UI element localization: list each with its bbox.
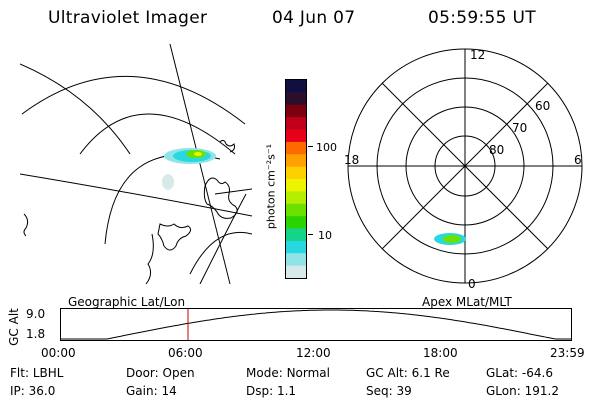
- status-mode: Mode: Normal: [246, 366, 330, 380]
- colorbar-band: [286, 179, 306, 192]
- status-gc-alt: GC Alt: 6.1 Re: [366, 366, 450, 380]
- lat-arc: [199, 193, 247, 284]
- alt-tick-1-8: 1.8: [26, 327, 46, 341]
- lon-line: [20, 173, 252, 217]
- aurora-emission: [434, 233, 466, 245]
- lon-line: [214, 188, 252, 195]
- time-tick-0000: 00:00: [41, 346, 76, 360]
- status-glon: GLon: 191.2: [486, 384, 559, 398]
- hour-label-0: 0: [468, 277, 476, 291]
- geographic-map: [20, 44, 252, 284]
- colorbar-tick-10: 10: [318, 229, 332, 242]
- altitude-plot-frame: [60, 308, 572, 341]
- altitude-curve: [60, 309, 572, 340]
- lon-line: [169, 44, 231, 284]
- status-flt: Flt: LBHL: [10, 366, 64, 380]
- polar-plot: 12 18 6 0 60 70 80: [344, 48, 583, 291]
- colorbar-band: [286, 104, 306, 118]
- lat-label-70: 70: [512, 121, 527, 135]
- aurora-emission: [162, 148, 216, 190]
- colorbar-band: [286, 117, 306, 131]
- colorbar-unit-label: photon cm⁻²s⁻¹: [264, 143, 278, 230]
- colorbar-tick-mark: [308, 234, 313, 235]
- instrument-title: Ultraviolet Imager: [48, 8, 208, 28]
- colorbar-band: [286, 141, 306, 155]
- colorbar-tick-mark: [308, 146, 313, 147]
- status-dsp: Dsp: 1.1: [246, 384, 297, 398]
- altitude-axis-label: GC Alt: [7, 308, 21, 346]
- time-tick-1200: 12:00: [296, 346, 331, 360]
- status-gain: Gain: 14: [126, 384, 177, 398]
- time-tick-1800: 18:00: [423, 346, 458, 360]
- status-glat: GLat: -64.6: [486, 366, 553, 380]
- lat-arc: [21, 75, 246, 125]
- colorbar-band: [286, 166, 306, 180]
- colorbar-band: [286, 265, 306, 279]
- lat-arc: [79, 113, 236, 155]
- colorbar-band: [286, 191, 306, 205]
- hour-label-6: 6: [574, 153, 582, 167]
- observation-date: 04 Jun 07: [272, 8, 356, 28]
- colorbar-tick-100: 100: [316, 141, 337, 154]
- lat-label-80: 80: [489, 143, 504, 157]
- observation-time: 05:59:55 UT: [428, 8, 536, 28]
- colorbar-band: [286, 129, 306, 143]
- hour-label-12: 12: [470, 48, 485, 62]
- time-tick-0600: 06:00: [168, 346, 203, 360]
- hour-label-18: 18: [344, 153, 359, 167]
- colorbar-band: [286, 92, 306, 106]
- status-ip: IP: 36.0: [10, 384, 56, 398]
- status-seq: Seq: 39: [366, 384, 412, 398]
- lat-label-60: 60: [535, 99, 550, 113]
- colorbar-band: [286, 253, 306, 267]
- apex-map-label: Apex MLat/MLT: [422, 295, 512, 309]
- colorbar-band: [286, 154, 306, 168]
- alt-tick-9: 9.0: [26, 307, 46, 321]
- colorbar-band: [286, 203, 306, 217]
- mlt-meridian: [381, 82, 549, 250]
- colorbar-band: [286, 216, 306, 230]
- time-tick-2359: 23:59: [550, 346, 585, 360]
- geo-map-label: Geographic Lat/Lon: [68, 295, 186, 309]
- lon-line: [20, 63, 131, 155]
- status-door: Door: Open: [126, 366, 195, 380]
- colorbar-band: [286, 240, 306, 254]
- colorbar-band: [286, 228, 306, 242]
- altitude-plot: [60, 308, 572, 341]
- lon-line: [189, 231, 252, 275]
- colorbar-band: [286, 80, 306, 93]
- colorbar-gradient: [286, 80, 306, 279]
- colorbar: [285, 79, 307, 279]
